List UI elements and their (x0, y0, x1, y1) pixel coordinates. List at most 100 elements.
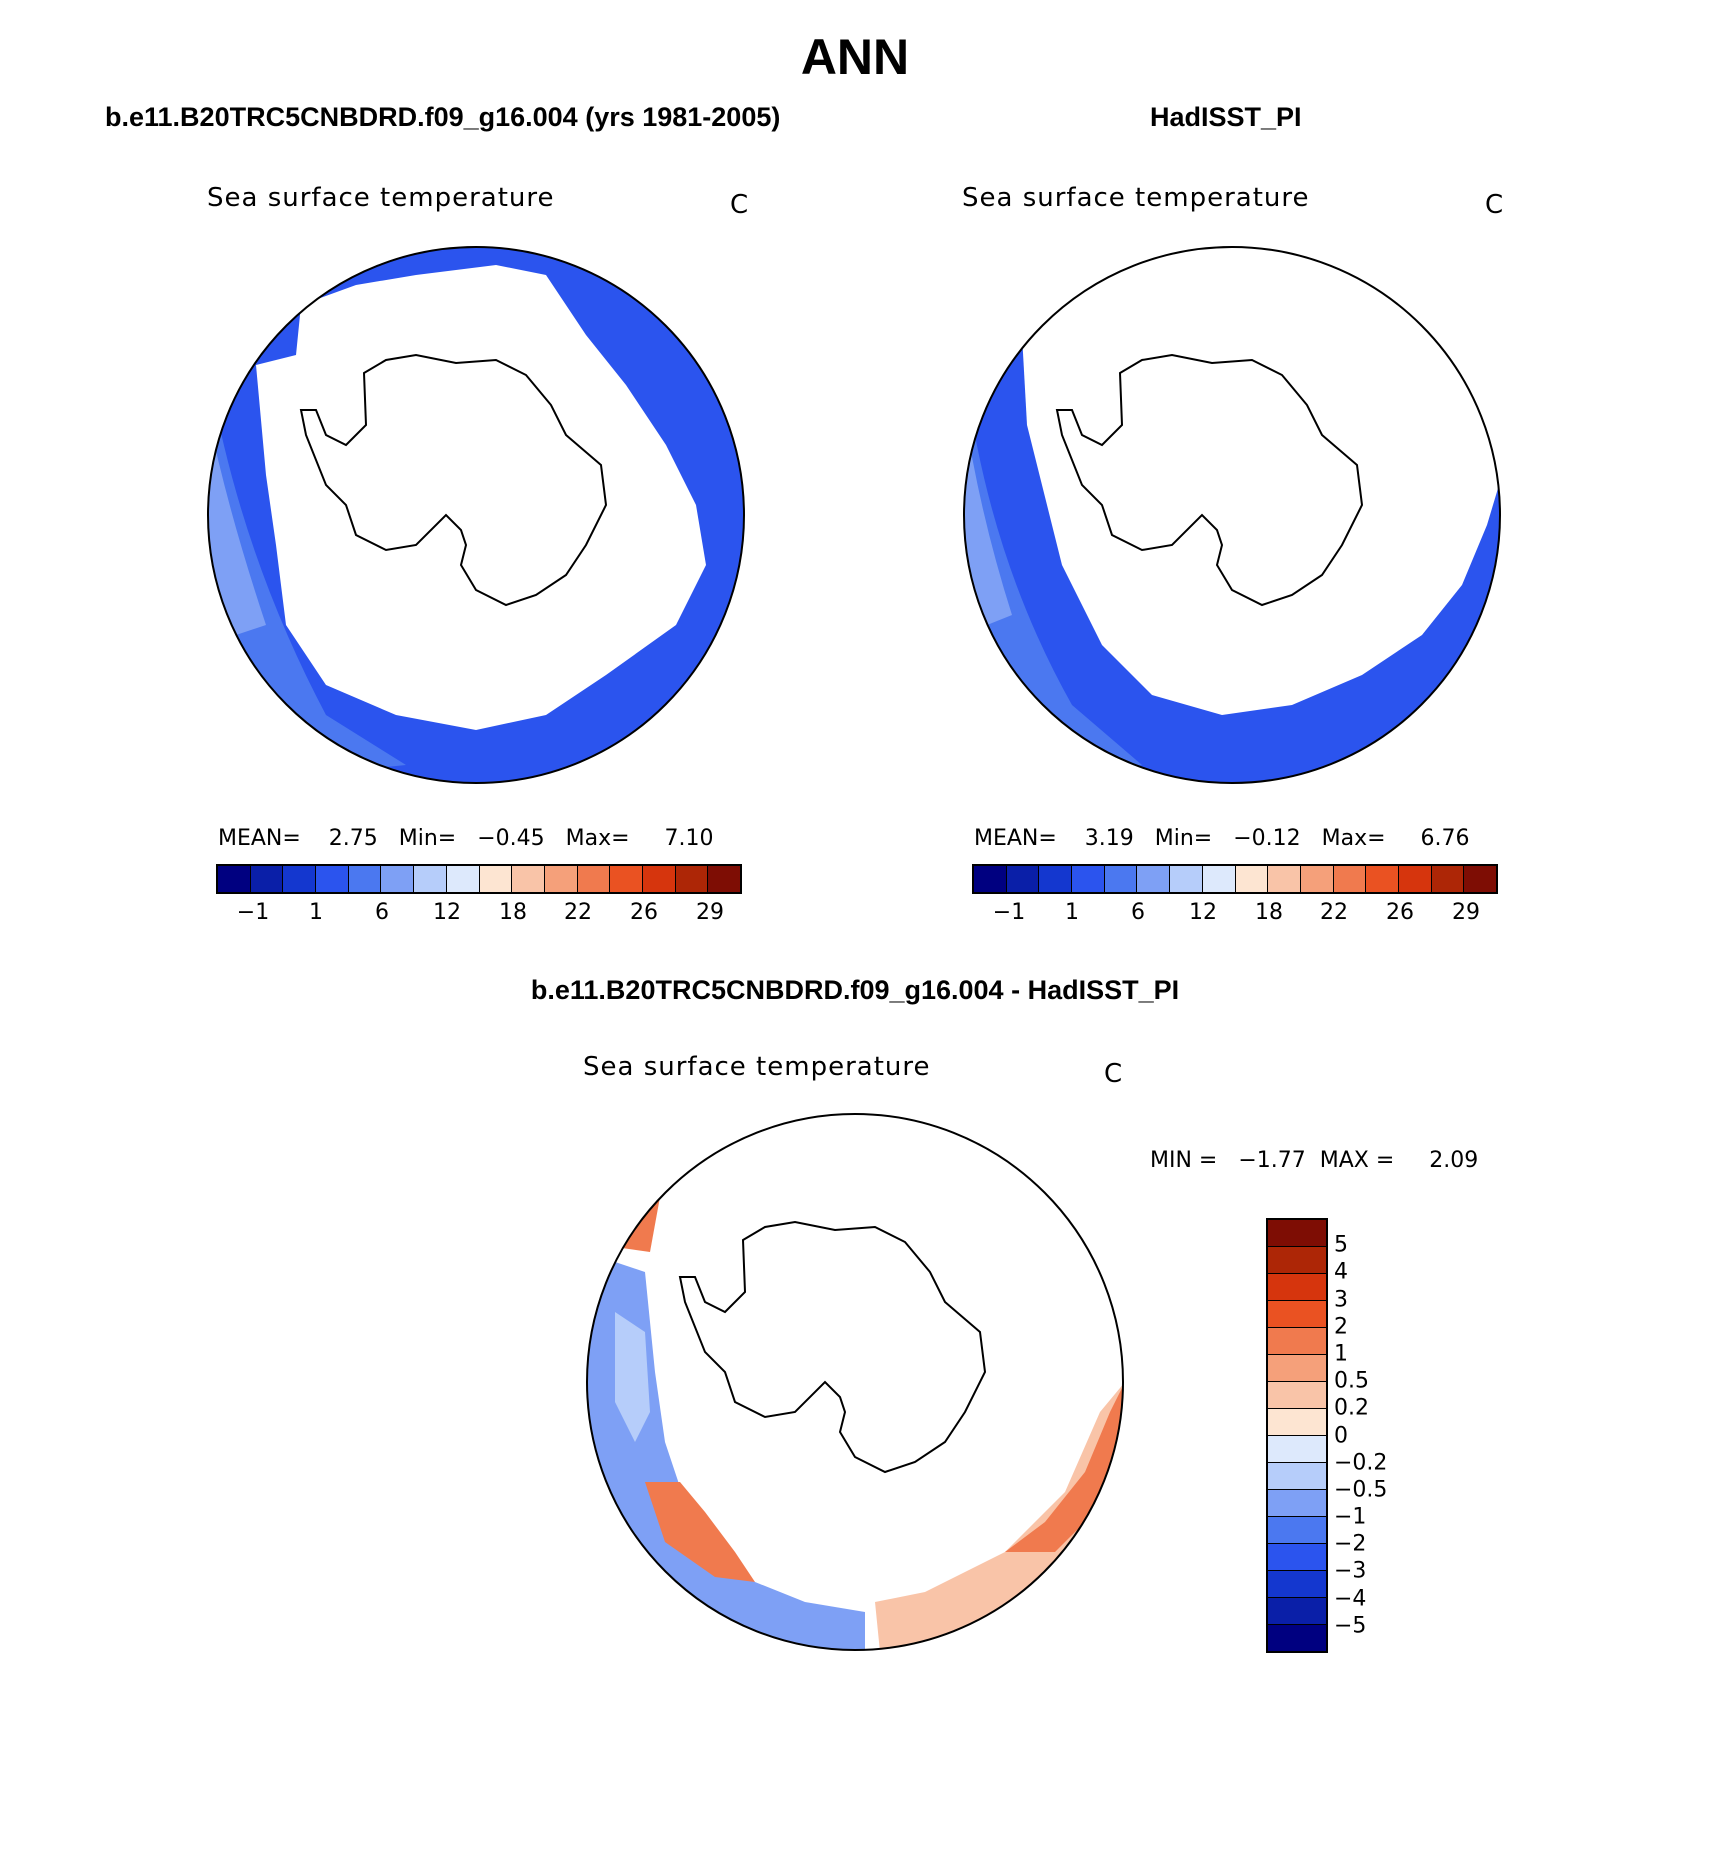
cb-swatch (974, 866, 1007, 892)
cb-tick: 2 (1334, 1314, 1348, 1340)
diff-cool-anomaly (587, 1252, 865, 1650)
cb-swatch (1268, 1463, 1326, 1490)
model-polar-map (207, 246, 745, 784)
cb-swatch (1268, 1220, 1326, 1247)
cb-tick: 22 (1320, 900, 1348, 925)
cb-swatch (446, 866, 480, 892)
cb-swatch (1137, 866, 1171, 892)
cb-tick: 12 (433, 900, 461, 925)
cb-tick: 6 (1131, 900, 1145, 925)
diff-case-title: b.e11.B20TRC5CNBDRD.f09_g16.004 - HadISS… (530, 975, 1180, 1005)
cb-tick: 18 (499, 900, 527, 925)
cb-tick: 1 (309, 900, 323, 925)
cb-tick: 22 (564, 900, 592, 925)
cb-swatch (1268, 866, 1301, 892)
cb-swatch (1268, 1328, 1326, 1355)
figure-title: ANN (800, 29, 910, 85)
cb-tick: 29 (696, 900, 724, 925)
cb-tick: 18 (1255, 900, 1283, 925)
cb-tick: 6 (375, 900, 389, 925)
cb-tick: −0.2 (1334, 1450, 1388, 1476)
model-field-label: Sea surface temperature (207, 183, 555, 213)
cb-tick: −4 (1334, 1586, 1367, 1612)
cb-swatch (1268, 1625, 1326, 1651)
obs-case-title: HadISST_PI (1150, 102, 1302, 132)
cb-swatch (1268, 1436, 1326, 1463)
cb-tick: 29 (1452, 900, 1480, 925)
cb-swatch (1039, 866, 1073, 892)
obs-colorbar-ticks: −1 1 6 12 18 22 26 29 (972, 900, 1498, 930)
cb-tick: −2 (1334, 1531, 1367, 1557)
cb-tick: 4 (1334, 1259, 1348, 1285)
cb-swatch (1300, 866, 1334, 892)
cb-swatch (1006, 866, 1040, 892)
cb-swatch (512, 866, 545, 892)
cb-tick: 0.5 (1334, 1368, 1369, 1394)
diff-polar-map (586, 1113, 1124, 1651)
cb-tick: 26 (1386, 900, 1414, 925)
cb-swatch (316, 866, 349, 892)
diff-stats-text: MIN = −1.77 MAX = 2.09 (1150, 1148, 1479, 1173)
cb-tick: 0 (1334, 1423, 1348, 1448)
cb-swatch (675, 866, 709, 892)
model-antarctica-coastline (299, 353, 608, 607)
obs-polar-map (963, 246, 1501, 784)
cb-tick: 1 (1334, 1341, 1348, 1367)
cb-swatch (1268, 1409, 1326, 1436)
cb-swatch (1268, 1274, 1326, 1301)
model-sst-band-light (208, 405, 266, 645)
cb-swatch (642, 866, 676, 892)
cb-tick: 0.2 (1334, 1395, 1369, 1421)
cb-tick: −1 (236, 900, 270, 925)
cb-swatch (1464, 866, 1496, 892)
cb-swatch (1268, 1517, 1326, 1544)
cb-swatch (1104, 866, 1138, 892)
cb-swatch (218, 866, 251, 892)
cb-swatch (1268, 1490, 1326, 1517)
model-stats-text: MEAN= 2.75 Min= −0.45 Max= 7.10 (218, 826, 714, 851)
cb-tick: −3 (1334, 1558, 1367, 1584)
diff-field-label: Sea surface temperature (583, 1052, 931, 1082)
cb-tick: −5 (1334, 1613, 1367, 1639)
diff-cool-light-anomaly (615, 1312, 650, 1442)
cb-tick: 26 (630, 900, 658, 925)
cb-tick: −1 (992, 900, 1026, 925)
cb-swatch (1268, 1382, 1326, 1409)
model-sea-ice-mask (256, 265, 706, 730)
obs-colorbar (972, 864, 1498, 894)
cb-swatch (1202, 866, 1236, 892)
cb-swatch (544, 866, 578, 892)
diff-unit-label: C (1104, 1059, 1123, 1089)
cb-swatch (348, 866, 382, 892)
model-unit-label: C (730, 190, 749, 220)
model-colorbar-ticks: −1 1 6 12 18 22 26 29 (216, 900, 742, 930)
obs-antarctica-coastline (1055, 353, 1364, 607)
cb-swatch (1072, 866, 1105, 892)
cb-swatch (1268, 1355, 1326, 1382)
cb-tick: 3 (1334, 1287, 1348, 1313)
obs-stats-text: MEAN= 3.19 Min= −0.12 Max= 6.76 (974, 826, 1470, 851)
diff-colorbar (1266, 1218, 1328, 1653)
diff-colorbar-ticks: 5 4 3 2 1 0.5 0.2 0 −0.2 −0.5 −1 −2 −3 −4 −5 (1334, 1218, 1414, 1653)
cb-tick: 5 (1334, 1232, 1348, 1258)
cb-tick: 1 (1065, 900, 1079, 925)
cb-tick: −1 (1334, 1504, 1367, 1530)
cb-swatch (381, 866, 415, 892)
cb-swatch (577, 866, 611, 892)
cb-swatch (1398, 866, 1432, 892)
cb-swatch (1268, 1598, 1326, 1625)
cb-swatch (1268, 1247, 1326, 1274)
diff-warm-anomaly-west (645, 1482, 755, 1582)
obs-sea-ice-mask (1022, 247, 1500, 715)
obs-sst-band-light (964, 395, 1012, 635)
cb-swatch (1268, 1544, 1326, 1571)
cb-tick: −0.5 (1334, 1477, 1388, 1503)
model-case-title: b.e11.B20TRC5CNBDRD.f09_g16.004 (yrs 198… (105, 102, 781, 132)
cb-swatch (610, 866, 643, 892)
cb-swatch (1431, 866, 1465, 892)
cb-swatch (1235, 866, 1269, 892)
cb-tick: 12 (1189, 900, 1217, 925)
diff-antarctica-coastline (678, 1220, 987, 1474)
cb-swatch (283, 866, 317, 892)
cb-swatch (1366, 866, 1399, 892)
